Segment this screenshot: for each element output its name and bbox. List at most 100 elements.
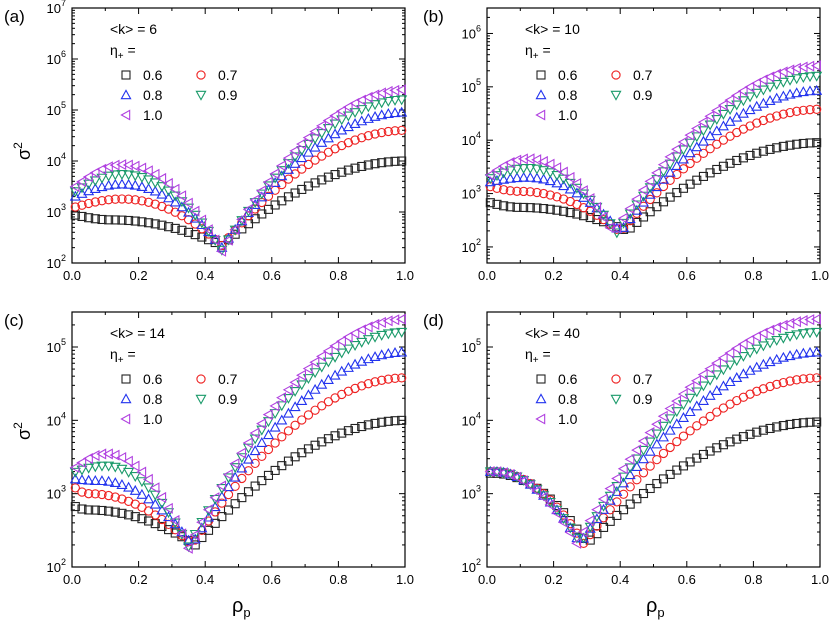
data-point xyxy=(70,501,80,512)
data-point xyxy=(395,313,406,325)
data-point xyxy=(337,428,347,438)
legend-label: 1.0 xyxy=(558,107,578,123)
data-point xyxy=(196,218,208,229)
data-point xyxy=(377,375,387,385)
legend-label: 0.6 xyxy=(558,371,578,387)
legend-label: 1.0 xyxy=(143,107,163,123)
data-point xyxy=(785,107,795,118)
data-point xyxy=(69,181,80,193)
data-point xyxy=(329,340,340,352)
data-point xyxy=(82,452,93,465)
data-point xyxy=(129,179,141,190)
data-point xyxy=(792,375,802,385)
data-point xyxy=(89,176,101,187)
data-point xyxy=(375,316,386,328)
data-point xyxy=(532,187,542,198)
data-point xyxy=(705,446,715,456)
data-point xyxy=(356,115,368,126)
data-point xyxy=(571,187,583,198)
panel-b: 0.0 0.2 0.4 0.6 0.8 1.0 102 103 104 105 106 (b) <k> … xyxy=(423,7,829,283)
data-point xyxy=(282,163,294,174)
data-point xyxy=(282,384,293,396)
panel-a: 0.0 0.2 0.4 0.6 0.8 1.0 102 103 104 105 106 107 (a) <… xyxy=(4,0,414,283)
data-point xyxy=(262,409,273,421)
data-point xyxy=(771,353,783,364)
data-point xyxy=(698,148,709,159)
data-point xyxy=(90,214,100,224)
data-point xyxy=(316,378,328,389)
data-point xyxy=(129,160,140,172)
data-point xyxy=(124,215,134,226)
data-point xyxy=(289,386,301,397)
data-point xyxy=(677,388,688,400)
data-point xyxy=(705,168,715,178)
data-point xyxy=(677,400,690,411)
data-point xyxy=(751,344,763,355)
data-point xyxy=(704,120,716,131)
data-point xyxy=(395,84,406,96)
data-point xyxy=(269,400,280,412)
x-tick-label: 0.8 xyxy=(329,268,347,283)
data-point xyxy=(765,381,775,392)
data-point xyxy=(203,525,214,535)
data-point xyxy=(282,152,293,164)
data-point xyxy=(236,213,247,225)
data-point xyxy=(770,68,781,80)
data-point xyxy=(664,159,676,170)
data-point xyxy=(249,198,261,209)
data-point xyxy=(356,337,368,348)
data-point xyxy=(711,357,722,369)
data-point xyxy=(791,330,803,341)
data-point xyxy=(390,156,400,166)
panel-label: (a) xyxy=(4,7,25,26)
x-tick-label: 0.4 xyxy=(611,572,629,587)
data-point xyxy=(376,98,388,109)
data-point xyxy=(76,457,87,469)
data-point xyxy=(197,532,207,543)
data-point xyxy=(758,384,769,394)
data-point xyxy=(524,171,536,182)
legend-marker xyxy=(195,90,207,101)
data-point xyxy=(617,472,630,483)
data-point xyxy=(236,462,248,473)
data-point xyxy=(591,513,603,524)
data-point xyxy=(84,198,94,209)
data-point xyxy=(571,537,582,549)
data-point xyxy=(531,172,543,183)
data-point xyxy=(117,194,127,204)
data-point xyxy=(302,132,313,144)
data-point xyxy=(262,176,273,188)
data-point xyxy=(309,383,321,394)
data-point xyxy=(692,153,702,163)
data-point xyxy=(357,161,367,172)
legend: η+ = 0.6 0.7 0.8 0.9 1.0 xyxy=(525,346,653,427)
data-point xyxy=(698,449,709,460)
data-point xyxy=(109,477,121,488)
data-point xyxy=(631,200,643,211)
data-point xyxy=(684,406,696,417)
data-point xyxy=(330,431,340,441)
x-tick-label: 0.0 xyxy=(478,268,496,283)
data-point xyxy=(484,466,495,478)
data-point xyxy=(518,163,530,174)
data-point xyxy=(632,494,642,504)
data-point xyxy=(557,516,568,528)
data-point xyxy=(342,331,353,343)
data-point xyxy=(805,417,815,427)
data-point xyxy=(744,364,756,375)
data-point xyxy=(397,373,407,383)
data-point xyxy=(229,224,240,236)
data-point xyxy=(692,421,702,431)
data-point xyxy=(104,506,114,516)
data-point xyxy=(316,128,328,139)
data-point xyxy=(83,463,95,474)
data-point xyxy=(183,203,195,214)
data-point xyxy=(518,186,529,197)
legend-label: 0.9 xyxy=(633,391,653,407)
panel-title: <k> = 10 xyxy=(525,21,580,37)
data-point xyxy=(750,77,761,89)
data-point xyxy=(169,183,180,195)
legend-marker xyxy=(120,109,131,121)
data-point xyxy=(96,448,107,460)
data-point xyxy=(538,166,550,177)
